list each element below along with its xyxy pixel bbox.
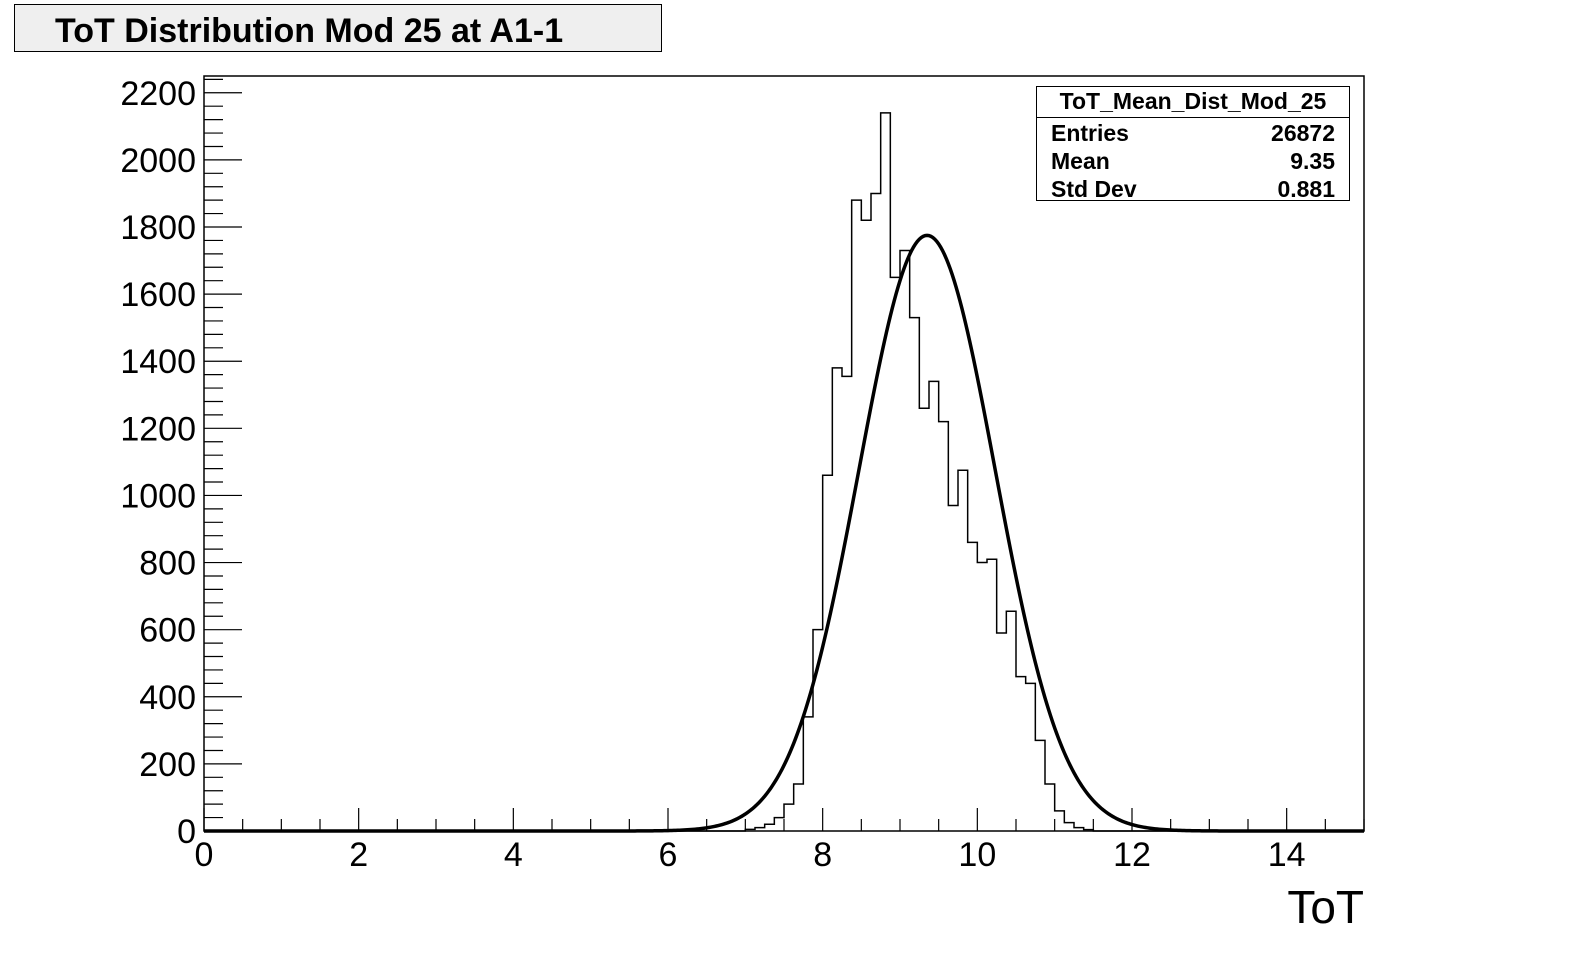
stats-row-stddev: Std Dev 0.881 [1051, 175, 1335, 203]
histogram-bin [823, 475, 833, 831]
y-tick-label: 2200 [120, 75, 196, 113]
x-axis-label: ToT [1287, 881, 1364, 933]
y-tick-label: 2000 [120, 142, 196, 180]
chart-title: ToT Distribution Mod 25 at A1-1 [55, 12, 564, 50]
histogram-bin [1016, 677, 1026, 831]
histogram-outline [204, 112, 1364, 832]
y-tick-label: 400 [139, 679, 196, 717]
x-tick-label: 12 [1113, 836, 1151, 874]
stats-box: ToT_Mean_Dist_Mod_25 Entries 26872 Mean … [1036, 86, 1350, 203]
stats-row-entries: Entries 26872 [1051, 119, 1335, 147]
stats-label: Mean [1051, 148, 1110, 174]
histogram-bin [977, 563, 987, 831]
histogram-bin [958, 470, 968, 831]
histogram-bin [968, 542, 978, 831]
y-tick-label: 800 [139, 545, 196, 583]
histogram-bin [890, 277, 900, 831]
x-tick-label: 8 [813, 836, 832, 874]
histogram-bin [1064, 823, 1074, 831]
histogram-bin [997, 633, 1007, 831]
x-tick-label: 4 [504, 836, 523, 874]
x-tick-label: 10 [958, 836, 996, 874]
histogram-bin [1045, 784, 1055, 831]
histogram-bin [765, 824, 775, 831]
y-tick-label: 1000 [120, 477, 196, 515]
stats-label: Entries [1051, 120, 1129, 146]
histogram-bin [861, 220, 871, 831]
histogram-bin [852, 200, 862, 831]
y-tick-label: 1800 [120, 209, 196, 247]
histogram-bin [803, 717, 813, 831]
histogram-bin [745, 829, 755, 831]
histogram-bin [900, 250, 910, 831]
gaussian-fit-curve [204, 233, 1364, 833]
histogram-bin [1084, 830, 1094, 831]
stats-value: 9.35 [1290, 148, 1335, 174]
histogram-bin [1055, 811, 1065, 831]
histogram-bin [948, 506, 958, 831]
x-tick-label: 14 [1268, 836, 1306, 874]
histogram-bin [784, 804, 794, 831]
y-tick-label: 1200 [120, 410, 196, 448]
histogram-bin [881, 113, 891, 831]
histogram-bin [871, 193, 881, 831]
histogram-bin [774, 818, 784, 831]
stats-label: Std Dev [1051, 176, 1137, 202]
title-box: ToT Distribution Mod 25 at A1-1 [14, 4, 662, 52]
y-tick-label: 1400 [120, 343, 196, 381]
histogram-bin [1006, 611, 1016, 831]
stats-value: 0.881 [1277, 176, 1335, 202]
histogram-bin [1026, 683, 1036, 831]
stats-title: ToT_Mean_Dist_Mod_25 [1037, 87, 1349, 118]
histogram-bin [987, 559, 997, 831]
histogram-bin [929, 381, 939, 831]
y-tick-label: 0 [177, 813, 196, 851]
y-tick-label: 600 [139, 612, 196, 650]
stats-row-mean: Mean 9.35 [1051, 147, 1335, 175]
y-tick-label: 200 [139, 746, 196, 784]
histogram-bin [1074, 828, 1084, 831]
histogram-bin [755, 828, 765, 831]
x-tick-label: 0 [195, 836, 214, 874]
stats-value: 26872 [1271, 120, 1335, 146]
histogram-bin [842, 376, 852, 831]
histogram-bin [939, 422, 949, 831]
histogram-bin [1035, 740, 1045, 831]
y-tick-label: 1600 [120, 276, 196, 314]
histogram-bin [919, 408, 929, 831]
x-tick-label: 2 [349, 836, 368, 874]
histogram-bin [794, 784, 804, 831]
x-tick-label: 6 [659, 836, 678, 874]
histogram-bin [910, 318, 920, 831]
